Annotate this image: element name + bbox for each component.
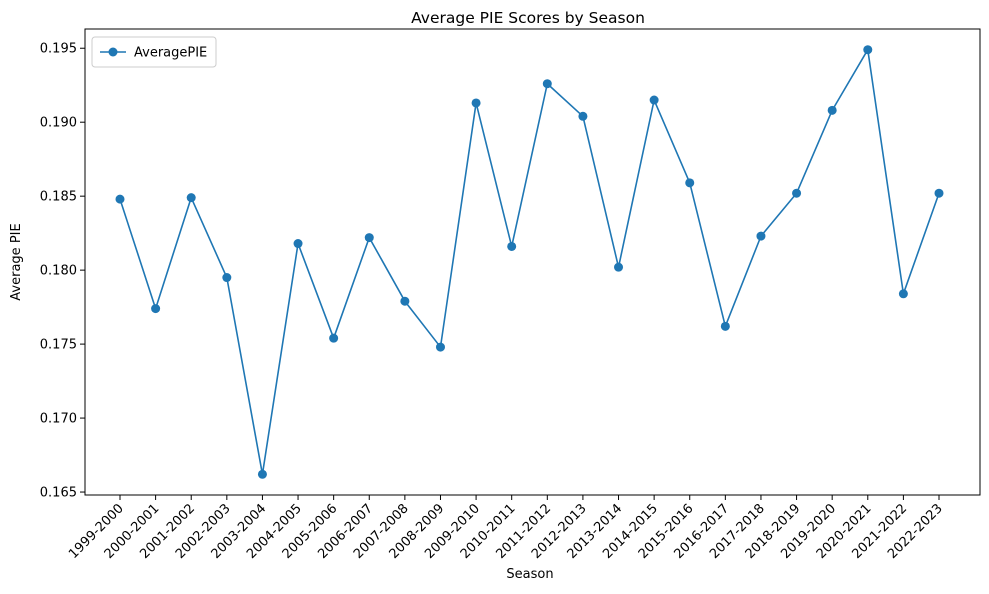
legend-box — [91, 36, 217, 68]
data-point — [792, 188, 802, 198]
y-tick-label: 0.195 — [40, 42, 77, 57]
y-tick-label: 0.190 — [40, 116, 77, 131]
data-point — [329, 333, 339, 343]
data-point — [756, 231, 766, 241]
y-axis: 0.165 0.170 0.175 0.180 0.185 0.190 0.195 — [40, 42, 85, 501]
data-point — [435, 342, 445, 352]
data-point — [115, 194, 125, 204]
data-point — [649, 95, 659, 105]
plot-area — [84, 28, 981, 496]
data-point — [257, 469, 267, 479]
data-point — [720, 321, 730, 331]
data-point — [507, 241, 517, 251]
series-layer — [115, 45, 944, 479]
y-tick-label: 0.170 — [40, 412, 77, 427]
data-point — [293, 239, 303, 249]
chart-title: Average PIE Scores by Season — [411, 9, 645, 27]
y-tick-label: 0.165 — [40, 486, 77, 501]
legend-label: AveragePIE — [134, 46, 207, 61]
data-point — [151, 304, 161, 314]
data-point — [400, 296, 410, 306]
y-tick-label: 0.175 — [40, 338, 77, 353]
data-point — [542, 79, 552, 89]
data-point — [898, 289, 908, 299]
legend: AveragePIE — [91, 36, 217, 68]
x-axis-label: Season — [506, 567, 553, 582]
data-point — [934, 188, 944, 198]
data-point — [364, 233, 374, 243]
data-point — [863, 45, 873, 55]
data-point — [186, 193, 196, 203]
data-point — [685, 178, 695, 188]
y-tick-label: 0.180 — [40, 264, 77, 279]
data-point — [578, 111, 588, 121]
y-tick-label: 0.185 — [40, 190, 77, 205]
y-axis-label: Average PIE — [9, 223, 24, 300]
data-point — [222, 273, 232, 283]
legend-marker-swatch — [108, 47, 118, 57]
data-point — [471, 98, 481, 108]
data-point — [614, 262, 624, 272]
series-line — [119, 48, 940, 476]
data-point — [827, 105, 837, 115]
